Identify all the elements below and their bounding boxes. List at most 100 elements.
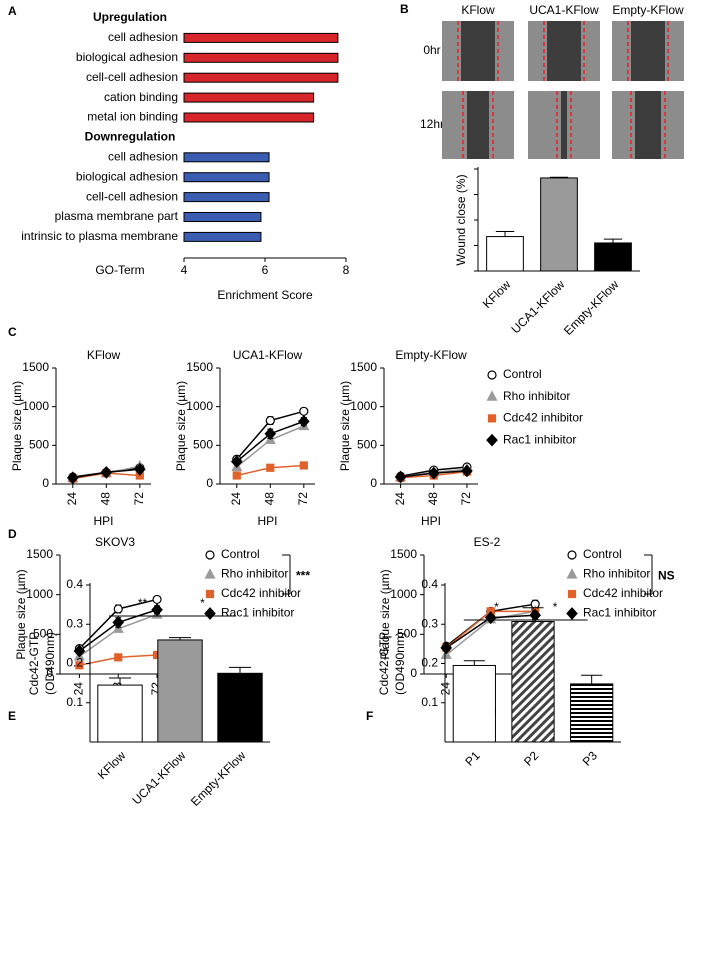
wound-gap	[631, 21, 665, 81]
y-tick-label: 1000	[26, 587, 53, 601]
bar	[183, 152, 270, 163]
bar	[183, 231, 262, 242]
bar	[183, 172, 270, 183]
marker	[66, 471, 79, 485]
category-label: metal ion binding	[87, 110, 178, 124]
y-tick-label: 0.3	[66, 616, 83, 630]
marker	[75, 661, 84, 670]
panel-letter: B	[400, 2, 409, 16]
x-tick-label: 6	[262, 263, 269, 277]
row-label: 12hr	[420, 117, 444, 131]
marker	[230, 455, 243, 468]
category-label: cation binding	[104, 90, 178, 104]
bar	[183, 52, 339, 63]
legend-marker	[487, 414, 497, 423]
bar	[183, 92, 315, 103]
wound-gap	[461, 21, 495, 81]
x-tick-label: 24	[65, 492, 79, 506]
y-tick-label: 0.1	[66, 695, 83, 709]
significance-label: **	[138, 596, 148, 610]
x-tick-label: P3	[580, 748, 601, 769]
legend-label: Control	[583, 547, 622, 561]
bar	[540, 177, 578, 272]
y-tick-label: 0	[370, 476, 377, 490]
x-tick-label: 4	[181, 263, 188, 277]
x-tick-label: 72	[459, 492, 473, 506]
marker	[114, 653, 123, 662]
bar	[97, 684, 143, 743]
y-tick-label: 0.2	[421, 656, 438, 670]
legend-label: Rho inhibitor	[503, 389, 570, 403]
y-tick-label: 1000	[22, 399, 49, 413]
x-tick-label: KFlow	[480, 277, 514, 311]
legend-label: Cdc42 inhibitor	[583, 586, 663, 600]
y-tick-label: 1000	[390, 587, 417, 601]
bar	[183, 32, 339, 43]
y-tick-label: 0.4	[66, 577, 83, 591]
marker	[299, 406, 309, 416]
marker	[73, 644, 86, 658]
x-axis-label: HPI	[93, 514, 113, 528]
significance-label: *	[200, 596, 205, 610]
bar	[486, 236, 524, 272]
subplot-title: Empty-KFlow	[395, 348, 467, 362]
legend-label: Cdc42 inhibitor	[503, 411, 583, 425]
bar	[217, 672, 263, 743]
y-tick-label: 500	[193, 438, 213, 452]
category-label: biological adhesion	[76, 50, 178, 64]
legend-label: Rho inhibitor	[583, 567, 650, 581]
y-tick-label: 0	[46, 666, 53, 680]
legend-label: Cdc42 inhibitor	[221, 586, 301, 600]
x-tick-label: Empty-KFlow	[561, 277, 622, 338]
category-label: cell adhesion	[108, 30, 178, 44]
y-tick-label: 1500	[350, 360, 377, 374]
category-label: cell-cell adhesion	[86, 189, 178, 203]
panel-letter: D	[8, 527, 17, 541]
column-label: UCA1-KFlow	[529, 3, 599, 17]
y-axis-label: Plaque size (µm)	[10, 381, 24, 471]
y-tick-label: 1000	[186, 399, 213, 413]
y-tick-label: 1500	[26, 547, 53, 561]
subplot-title: SKOV3	[95, 535, 135, 549]
legend-marker	[567, 589, 577, 599]
group-label: Upregulation	[93, 10, 167, 24]
bar	[452, 664, 496, 743]
x-tick-label: KFlow	[95, 748, 129, 782]
bar	[594, 242, 632, 272]
category-label: plasma membrane part	[55, 209, 179, 223]
y-tick-label: 500	[397, 627, 417, 641]
x-tick-label: 48	[426, 492, 440, 506]
x-tick-label: 24	[393, 492, 407, 506]
y-tick-label: 0.2	[66, 656, 83, 670]
x-tick-label: 48	[98, 492, 112, 506]
y-tick-label: 500	[29, 438, 49, 452]
marker	[266, 463, 275, 472]
y-tick-label: 0.4	[421, 577, 438, 591]
x-tick-label: UCA1-KFlow	[508, 277, 567, 336]
marker	[112, 616, 125, 629]
panel-letter: F	[366, 709, 373, 723]
y-axis-label: (OD490nm)	[43, 632, 57, 695]
bar	[183, 192, 270, 203]
marker	[427, 466, 440, 480]
marker	[461, 464, 473, 478]
marker	[100, 466, 113, 479]
legend-marker	[566, 568, 578, 579]
bar	[183, 212, 262, 222]
y-axis-label: GO-Term	[95, 263, 144, 277]
marker	[298, 414, 310, 428]
subplot-title: ES-2	[474, 535, 501, 549]
wound-gap	[547, 21, 581, 81]
marker	[113, 604, 123, 614]
significance-label: *	[494, 600, 499, 614]
significance-label: NS	[658, 569, 675, 583]
significance-label: ***	[296, 569, 310, 583]
panel-letter: E	[8, 709, 16, 723]
y-tick-label: 500	[33, 627, 53, 641]
x-tick-label: 8	[343, 263, 350, 277]
legend-label: Control	[221, 547, 260, 561]
row-label: 0hr	[423, 43, 440, 57]
marker	[299, 461, 308, 470]
category-label: biological adhesion	[76, 169, 178, 183]
